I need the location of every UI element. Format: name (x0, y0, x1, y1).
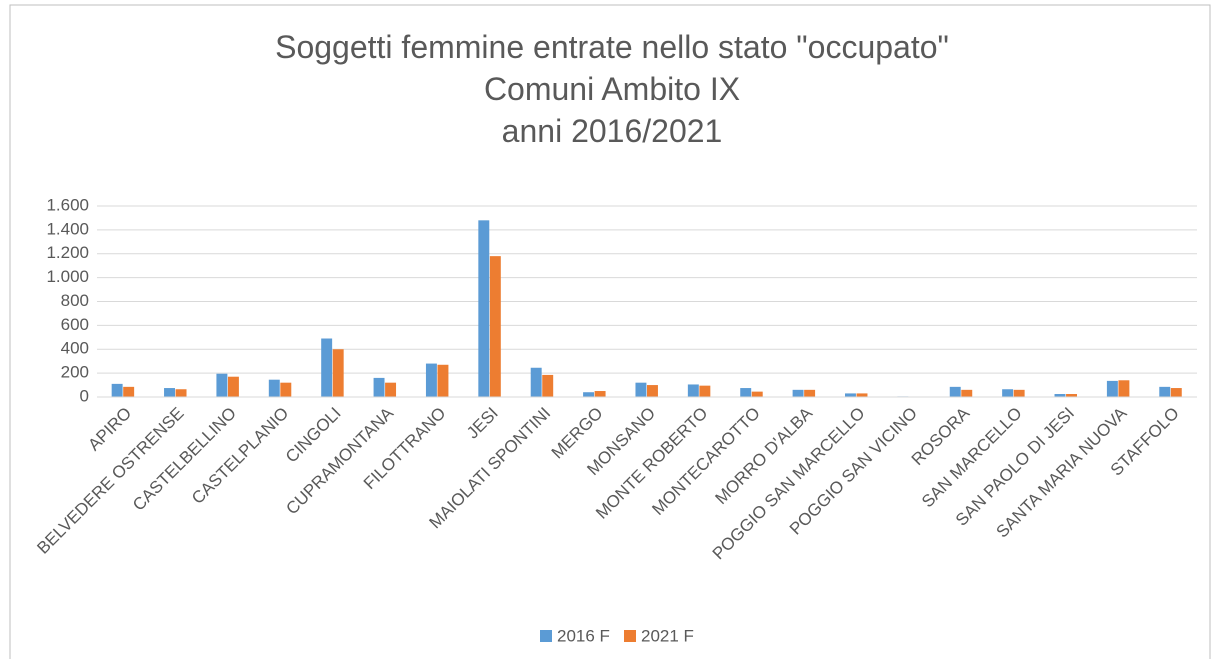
bar (595, 391, 606, 397)
bar (321, 339, 332, 397)
bar (426, 364, 437, 397)
bar (280, 383, 291, 397)
bar (437, 365, 448, 397)
bar (647, 385, 658, 397)
bar (1118, 380, 1129, 397)
bar (740, 388, 751, 397)
bar (385, 383, 396, 397)
bar (1159, 387, 1170, 397)
bar (333, 349, 344, 397)
bar (164, 388, 175, 397)
bar (1107, 381, 1118, 397)
bar (123, 387, 134, 397)
bar (635, 383, 646, 397)
bar (490, 256, 501, 397)
y-tick-label: 800 (61, 291, 89, 310)
y-tick-label: 600 (61, 315, 89, 334)
bar (1014, 390, 1025, 397)
bar (531, 368, 542, 397)
bar (1002, 389, 1013, 397)
chart-title: Soggetti femmine entrate nello stato "oc… (275, 29, 949, 65)
bar (793, 390, 804, 397)
bar (699, 386, 710, 397)
y-tick-label: 1.400 (46, 219, 89, 238)
bar (583, 392, 594, 397)
bar (478, 220, 489, 397)
legend-label: 2021 F (641, 626, 694, 645)
bar (961, 390, 972, 397)
bar (845, 393, 856, 397)
bar (804, 390, 815, 397)
bar (112, 384, 123, 397)
bar (950, 387, 961, 397)
chart-title: anni 2016/2021 (502, 113, 723, 149)
bar (228, 377, 239, 397)
y-tick-label: 1.000 (46, 267, 89, 286)
legend-swatch (540, 630, 552, 642)
bar (688, 384, 699, 397)
y-tick-label: 1.200 (46, 243, 89, 262)
y-tick-label: 0 (80, 386, 89, 405)
bar (176, 389, 187, 397)
chart-title: Comuni Ambito IX (484, 71, 740, 107)
bar (857, 393, 868, 397)
bar (269, 380, 280, 397)
legend-label: 2016 F (557, 626, 610, 645)
bar (1171, 388, 1182, 397)
bar (542, 375, 553, 397)
legend-swatch (624, 630, 636, 642)
y-tick-label: 200 (61, 363, 89, 382)
y-tick-label: 1.600 (46, 195, 89, 214)
bar (374, 378, 385, 397)
y-tick-label: 400 (61, 339, 89, 358)
bar (216, 374, 227, 397)
bar (752, 392, 763, 397)
